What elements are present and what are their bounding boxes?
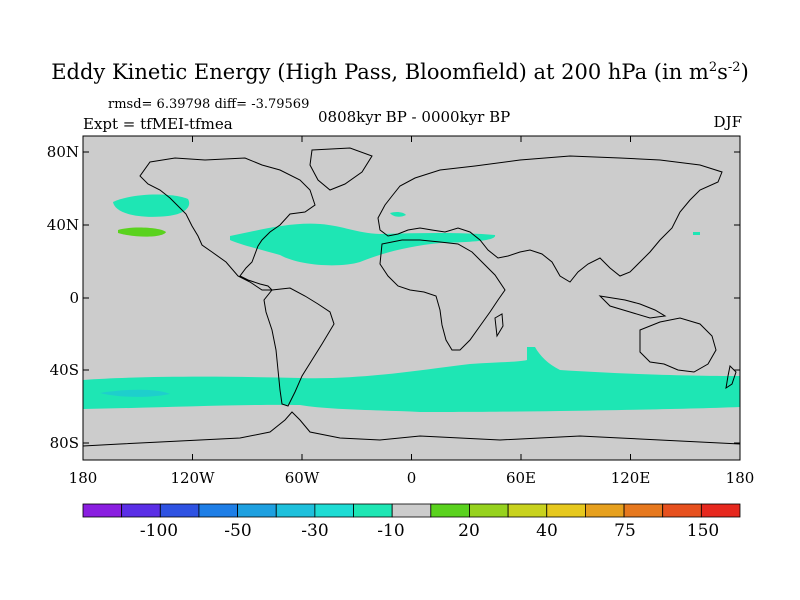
colorbar-swatch [469, 503, 509, 518]
coast-madagascar [494, 313, 504, 338]
colorbar-swatch [507, 503, 548, 518]
coast-north-america [139, 157, 316, 291]
colorbar-label: -50 [224, 521, 251, 541]
anomaly-southern-ocean-core [100, 389, 170, 397]
lon-label: 0 [407, 469, 417, 487]
anomaly-north-pacific-core [118, 227, 166, 237]
anomaly-north-atlantic [230, 223, 496, 266]
colorbar-swatch [662, 503, 702, 518]
colorbar-label: -100 [140, 521, 178, 541]
lat-label: 40N [47, 216, 79, 234]
axis-ticks: 80N 40N 0 40S 80S 180 120W 60W 0 60E 120E 180 [47, 136, 755, 487]
anomaly-east-asia-small [693, 232, 700, 235]
anomaly-europe-small [390, 211, 406, 217]
colorbar-swatch [546, 503, 586, 518]
season-label: DJF [713, 113, 742, 131]
colorbar-label: 40 [536, 521, 558, 541]
colorbar-swatch [159, 503, 200, 518]
coast-australia [639, 317, 717, 373]
lon-label: 60W [285, 469, 320, 487]
colorbar-swatch [623, 503, 664, 518]
lon-label: 180 [726, 469, 755, 487]
colorbar-swatch [430, 503, 470, 518]
coast-africa [379, 239, 506, 351]
colorbar-label: 20 [458, 521, 480, 541]
anomaly-north-pacific [113, 194, 190, 217]
coast-eurasia [377, 155, 723, 283]
period-label: 0808kyr BP - 0000kyr BP [318, 108, 511, 126]
colorbar-swatch [585, 503, 625, 518]
coast-antarctica [82, 411, 741, 447]
colorbar-swatch [700, 503, 741, 518]
colorbar-label: -30 [301, 521, 328, 541]
colorbar-label: -10 [377, 521, 404, 541]
lon-label: 60E [506, 469, 536, 487]
lat-label: 0 [69, 289, 79, 307]
coast-south-america [263, 287, 335, 407]
lat-label: 80S [50, 434, 79, 452]
anomaly-southern-ocean [83, 347, 740, 412]
colorbar-swatch [353, 503, 393, 518]
colorbar-label: 75 [614, 521, 636, 541]
experiment-label: Expt = tfMEI-tfmea [83, 115, 233, 133]
lon-label: 120E [611, 469, 651, 487]
lon-label: 180 [69, 469, 98, 487]
plot-title: Eddy Kinetic Energy (High Pass, Bloomfie… [51, 60, 749, 84]
coast-greenland [309, 147, 373, 191]
colorbar: -100 -50 -30 -10 20 40 75 150 [82, 503, 741, 541]
colorbar-swatch [275, 503, 316, 518]
anomaly-layer [83, 194, 740, 412]
colorbar-swatch [314, 503, 354, 518]
lat-label: 40S [50, 361, 79, 379]
coast-indonesia [598, 295, 667, 319]
colorbar-swatch [82, 503, 123, 518]
stats-label: rmsd= 6.39798 diff= -3.79569 [108, 97, 310, 112]
coastlines [82, 147, 741, 447]
colorbar-swatch [198, 503, 238, 518]
colorbar-swatch [391, 503, 432, 518]
lat-label: 80N [47, 143, 79, 161]
lon-label: 120W [170, 469, 215, 487]
colorbar-swatch [237, 503, 277, 518]
colorbar-label: 150 [687, 521, 719, 541]
colorbar-swatch [121, 503, 161, 518]
coast-new-zealand [725, 364, 737, 390]
